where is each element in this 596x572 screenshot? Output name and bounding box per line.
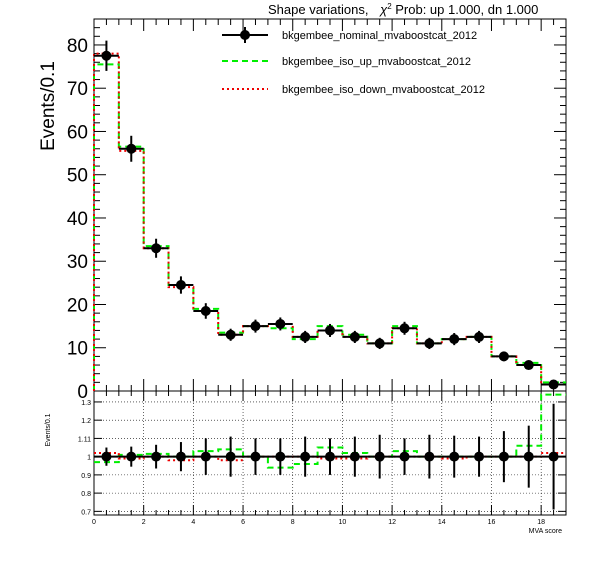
ratio-y-tick-label: 0.9 — [81, 473, 91, 480]
nominal-point — [449, 334, 460, 345]
ratio-point — [474, 451, 485, 462]
nominal-point — [175, 280, 186, 291]
ratio-y-tick-label: 0.7 — [81, 509, 91, 516]
ratio-point — [349, 451, 360, 462]
legend-label-iso-down: bkgembee_iso_down_mvaboostcat_2012 — [282, 84, 485, 96]
ratio-point — [101, 451, 112, 462]
nominal-point — [126, 143, 137, 154]
ratio-y-tick-label: 1.2 — [81, 418, 91, 425]
nominal-point — [548, 379, 559, 390]
y-tick-label: 0 — [77, 382, 88, 403]
legend-entry-iso-down: bkgembee_iso_down_mvaboostcat_2012 — [222, 84, 485, 96]
ratio-point — [424, 451, 435, 462]
y-tick-label: 80 — [67, 36, 88, 57]
nominal-point — [250, 321, 261, 332]
x-tick-label: 18 — [537, 519, 545, 526]
nominal-point — [275, 318, 286, 329]
ratio-point — [275, 451, 286, 462]
x-axis-label: MVA score — [529, 528, 562, 535]
ratio-point — [523, 451, 534, 462]
nominal-point — [300, 331, 311, 342]
ratio-point — [374, 451, 385, 462]
ratio-point — [151, 451, 162, 462]
ratio-point — [449, 451, 460, 462]
y-axis-label: Events/0.1 — [38, 61, 59, 151]
legend-entry-iso-up: bkgembee_iso_up_mvaboostcat_2012 — [222, 56, 471, 68]
ratio-point — [250, 451, 261, 462]
x-tick-label: 8 — [291, 519, 295, 526]
nominal-point — [325, 325, 335, 336]
ratio-point — [498, 451, 509, 462]
nominal-point — [200, 305, 211, 316]
ratio-point — [300, 451, 311, 462]
x-tick-label: 0 — [92, 519, 96, 526]
nominal-point — [523, 360, 534, 371]
chart-title: Shape variations, χ2 Prob: up 1.000, dn … — [268, 2, 538, 17]
ratio-point — [126, 451, 137, 462]
nominal-point — [424, 338, 435, 349]
ratio-point — [175, 451, 186, 462]
x-tick-label: 12 — [388, 519, 396, 526]
nominal-point — [399, 323, 410, 334]
y-tick-label: 70 — [67, 79, 88, 100]
ratio-y-tick-label: 1.11 — [78, 436, 91, 443]
ratio-point — [325, 451, 335, 462]
nominal-point — [225, 329, 236, 340]
y-tick-label: 10 — [67, 339, 88, 360]
ratio-point — [200, 451, 211, 462]
nominal-point — [374, 338, 385, 349]
x-tick-label: 10 — [339, 519, 347, 526]
y-tick-label: 20 — [67, 295, 88, 316]
x-tick-label: 2 — [142, 519, 146, 526]
ratio-y-tick-label: 0.8 — [81, 491, 91, 498]
legend-label-nominal: bkgembee_nominal_mvaboostcat_2012 — [282, 30, 477, 42]
x-tick-label: 4 — [191, 519, 195, 526]
y-tick-label: 30 — [67, 252, 88, 273]
y-tick-label: 60 — [67, 122, 88, 143]
nominal-point — [474, 331, 485, 342]
y-tick-label: 40 — [67, 209, 88, 230]
legend: bkgembee_nominal_mvaboostcat_2012 bkgemb… — [222, 27, 485, 96]
nominal-point — [151, 243, 162, 254]
ratio-point — [225, 451, 236, 462]
y-tick-label: 50 — [67, 166, 88, 187]
x-tick-label: 6 — [241, 519, 245, 526]
x-tick-label: 14 — [438, 519, 446, 526]
ratio-y-tick-label: 1.3 — [81, 400, 91, 407]
legend-label-iso-up: bkgembee_iso_up_mvaboostcat_2012 — [282, 56, 471, 68]
ratio-point — [548, 451, 559, 462]
nominal-point — [498, 351, 509, 362]
nominal-point — [101, 50, 112, 61]
nominal-point — [349, 331, 360, 342]
legend-entry-nominal: bkgembee_nominal_mvaboostcat_2012 — [222, 27, 477, 43]
ratio-point — [399, 451, 410, 462]
ratio-y-tick-label: 1 — [87, 455, 91, 462]
x-tick-label: 16 — [488, 519, 496, 526]
ratio-y-axis-label: Events/0.1 — [45, 413, 52, 446]
